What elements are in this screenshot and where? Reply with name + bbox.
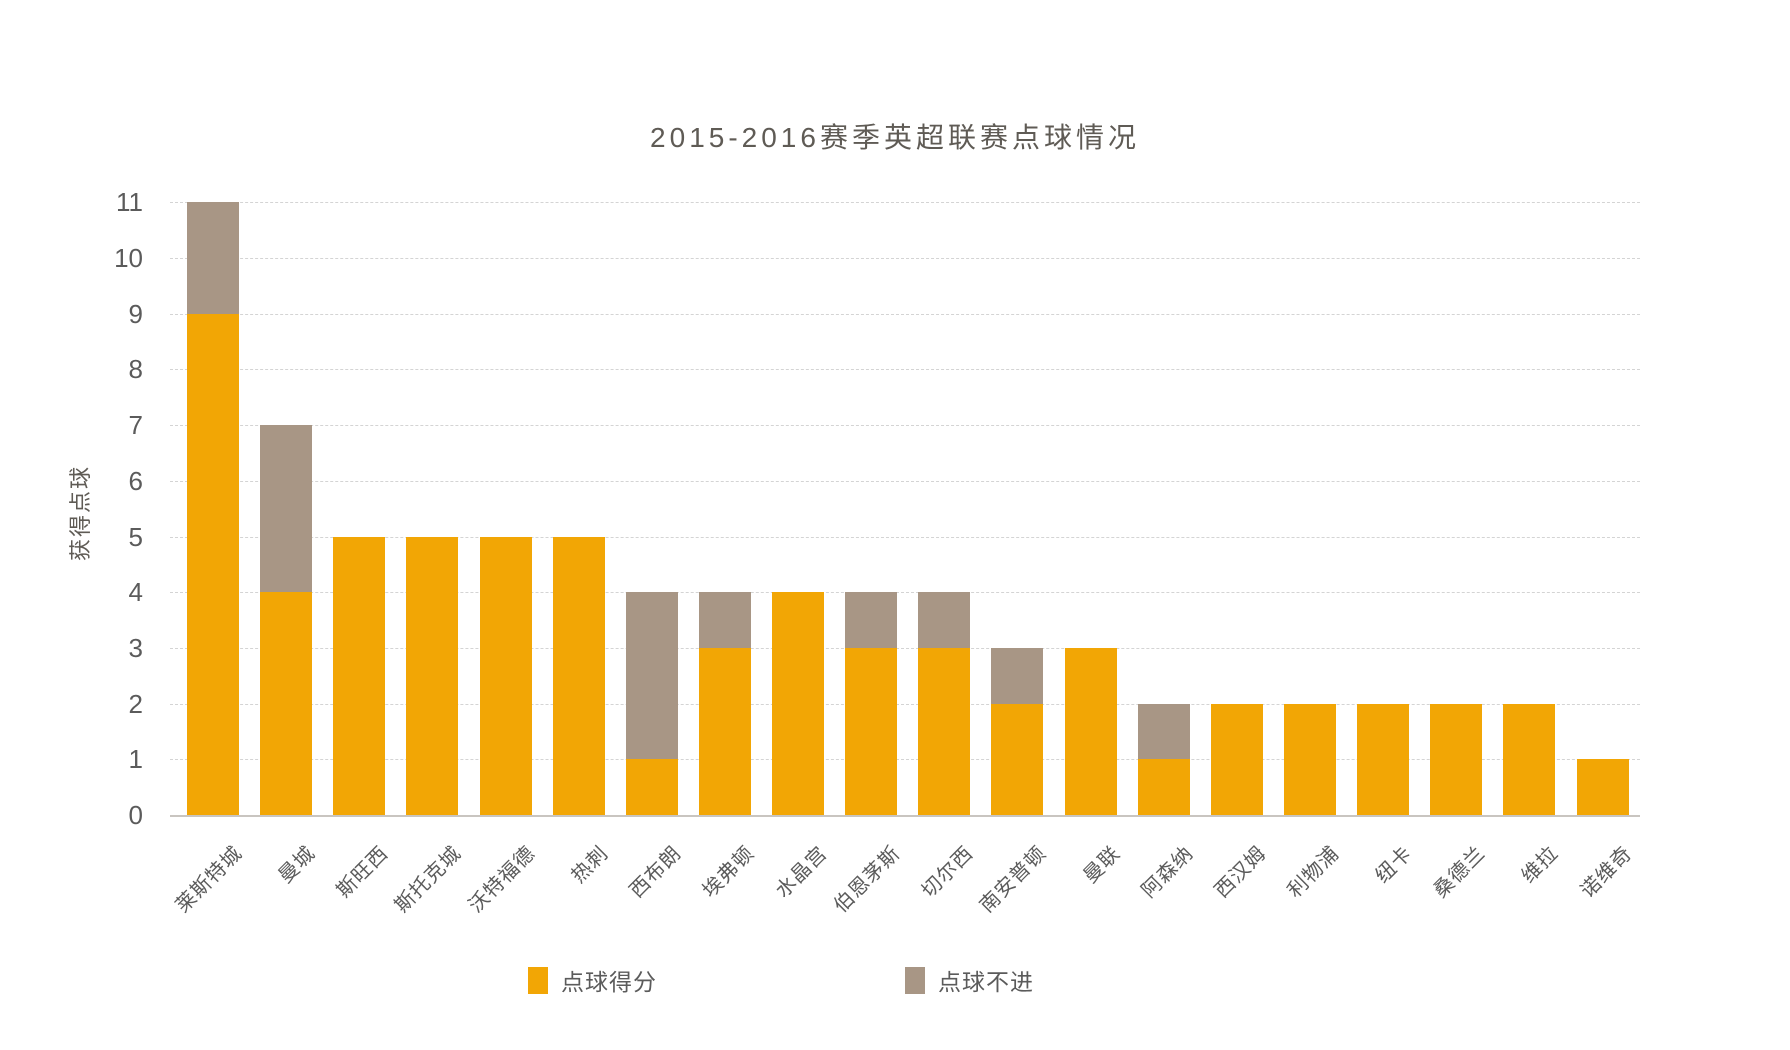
legend-item-missed[interactable]: 点球不进 (905, 966, 1034, 995)
bar-利物浦-点球得分 (1283, 703, 1336, 815)
y-tick-label-6: 6 (128, 465, 143, 496)
bar-南安普顿-点球得分 (991, 703, 1044, 815)
bar-切尔西-点球不进 (918, 592, 971, 648)
bar-阿森纳-点球得分 (1137, 759, 1190, 815)
bar-桑德兰-点球得分 (1430, 703, 1483, 815)
y-tick-label-9: 9 (128, 298, 143, 329)
y-tick-label-3: 3 (128, 632, 143, 663)
bar-曼联-点球得分 (1064, 647, 1117, 815)
bar-莱斯特城-点球得分 (187, 313, 239, 815)
bar-诺维奇-点球得分 (1576, 759, 1629, 815)
bar-纽卡-点球得分 (1357, 703, 1410, 815)
gridline-1 (170, 759, 1640, 761)
chart-title: 2015-2016赛季英超联赛点球情况 (650, 122, 1140, 153)
bar-热刺-点球得分 (552, 536, 605, 815)
bar-埃弗顿-点球得分 (698, 647, 751, 815)
bar-水晶宫-点球得分 (772, 592, 824, 815)
y-tick-label-1: 1 (128, 744, 143, 775)
y-tick-label-11: 11 (116, 187, 143, 218)
bar-维拉-点球得分 (1503, 703, 1556, 815)
legend-label-missed: 点球不进 (938, 969, 1034, 995)
bar-南安普顿-点球不进 (991, 647, 1044, 704)
gridline-10 (170, 258, 1640, 259)
bar-斯托克城-点球得分 (406, 536, 459, 815)
gridline-11 (170, 202, 1640, 204)
gridline-7 (170, 425, 1640, 427)
bar-曼城-点球不进 (260, 425, 313, 593)
gridline-9 (170, 313, 1640, 315)
x-axis-line (170, 815, 1640, 817)
bar-斯旺西-点球得分 (333, 536, 386, 815)
bar-西布朗-点球不进 (625, 592, 678, 760)
bar-伯恩茅斯-点球得分 (845, 647, 898, 815)
gridline-6 (170, 480, 1640, 482)
legend-swatch-scored-icon (528, 966, 548, 994)
bar-阿森纳-点球不进 (1137, 703, 1190, 760)
y-tick-label-7: 7 (128, 410, 143, 441)
y-tick-label-2: 2 (128, 688, 143, 719)
legend-swatch-missed-icon (905, 966, 925, 994)
y-tick-label-4: 4 (128, 577, 143, 608)
gridline-4 (170, 592, 1640, 594)
bar-西布朗-点球得分 (625, 759, 678, 815)
bar-伯恩茅斯-点球不进 (845, 592, 898, 648)
bar-西汉姆-点球得分 (1210, 703, 1263, 815)
gridline-3 (170, 647, 1640, 649)
bar-莱斯特城-点球不进 (187, 202, 239, 314)
y-tick-label-5: 5 (128, 521, 143, 552)
legend-item-scored[interactable]: 点球得分 (528, 966, 657, 995)
y-tick-label-10: 10 (114, 243, 143, 273)
y-tick-label-0: 0 (128, 800, 143, 830)
gridline-5 (170, 536, 1640, 538)
gridline-2 (170, 703, 1640, 705)
bar-沃特福德-点球得分 (479, 536, 532, 815)
bar-曼城-点球得分 (260, 592, 313, 815)
bar-埃弗顿-点球不进 (698, 592, 751, 648)
legend: 点球得分 点球不进 (0, 966, 1790, 1000)
legend-label-scored: 点球得分 (561, 969, 657, 995)
y-tick-label-8: 8 (128, 354, 143, 385)
bar-切尔西-点球得分 (918, 647, 971, 815)
gridline-8 (170, 369, 1640, 371)
